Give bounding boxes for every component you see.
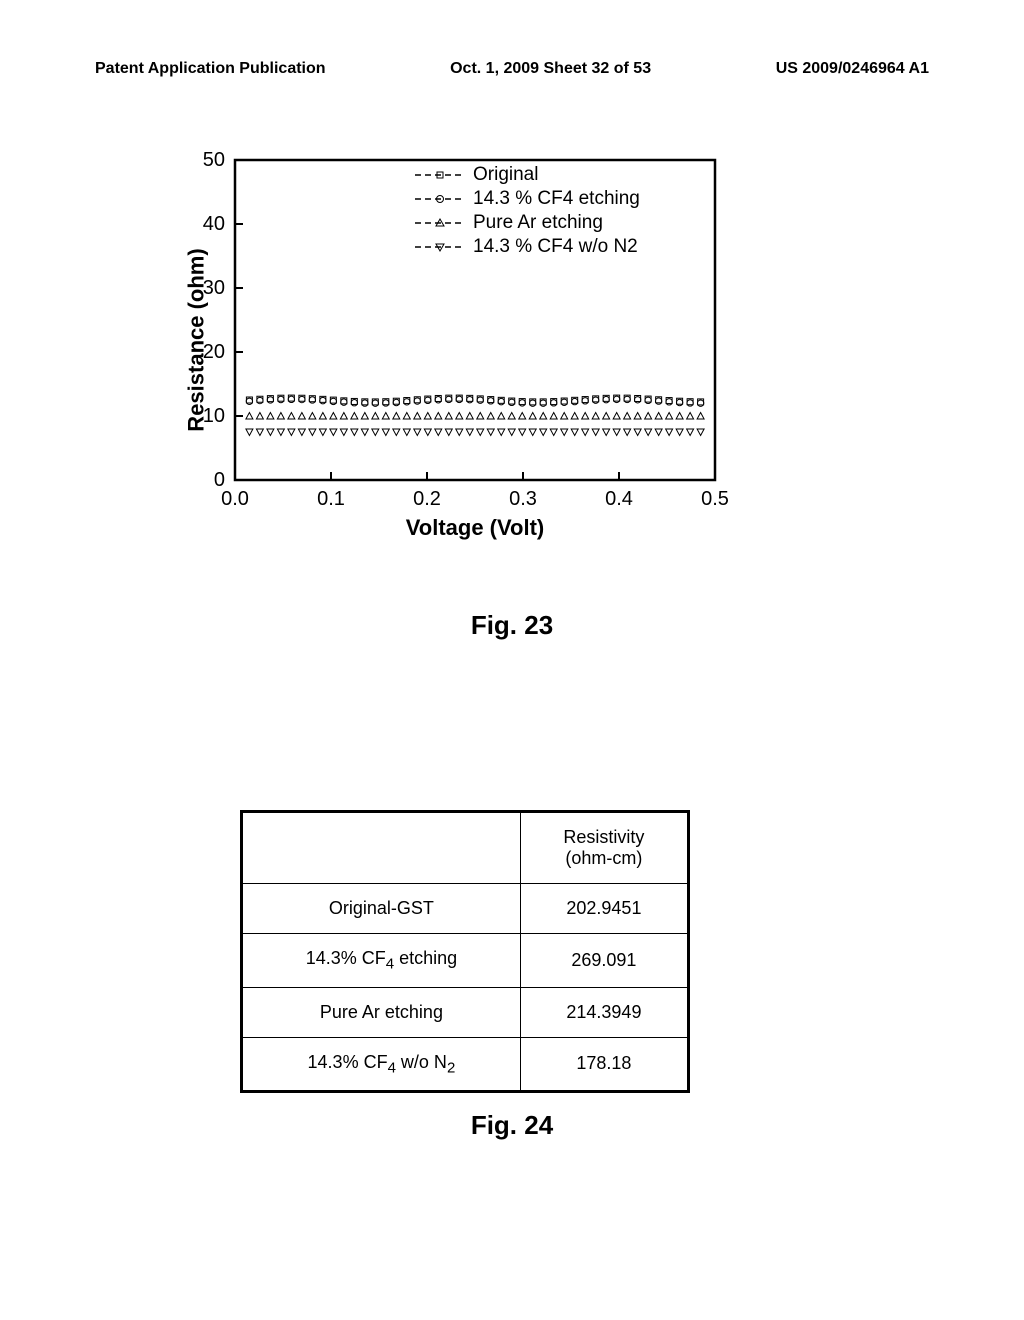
- xtick-1: 0.1: [317, 488, 345, 510]
- legend-row-2: Pure Ar etching: [415, 212, 603, 233]
- table-row: Original-GST 202.9451: [242, 884, 689, 934]
- legend-label-3: 14.3 % CF4 w/o N2: [473, 236, 638, 257]
- series-circle: [246, 396, 704, 406]
- ytick-40: 40: [203, 213, 225, 235]
- x-axis-label: Voltage (Volt): [406, 515, 545, 540]
- table-cell: 178.18: [520, 1037, 688, 1092]
- resistivity-table: Resistivity(ohm-cm) Original-GST 202.945…: [240, 810, 690, 1093]
- table-row: Pure Ar etching 214.3949: [242, 987, 689, 1037]
- legend-row-0: Original: [415, 164, 538, 185]
- table-cell: 269.091: [520, 934, 688, 988]
- header-center: Oct. 1, 2009 Sheet 32 of 53: [450, 60, 651, 78]
- fig24-caption: Fig. 24: [0, 1110, 1024, 1141]
- xtick-5: 0.5: [701, 488, 729, 510]
- series-triangle-down: [246, 429, 704, 436]
- table-cell: Original-GST: [242, 884, 521, 934]
- series-triangle-up: [246, 413, 704, 420]
- table-cell: 14.3% CF4 w/o N2: [242, 1037, 521, 1092]
- resistance-chart: Resistance (ohm) 0 10 20 30 40 50: [145, 140, 745, 540]
- legend-row-1: 14.3 % CF4 etching: [415, 188, 640, 209]
- legend-label-2: Pure Ar etching: [473, 212, 603, 233]
- legend-row-3: 14.3 % CF4 w/o N2: [415, 236, 638, 257]
- table-header-0: [242, 812, 521, 884]
- header-left: Patent Application Publication: [95, 60, 326, 78]
- legend-label-1: 14.3 % CF4 etching: [473, 188, 640, 209]
- header-right: US 2009/0246964 A1: [776, 60, 929, 78]
- ytick-50: 50: [203, 149, 225, 171]
- fig23-caption: Fig. 23: [0, 610, 1024, 641]
- table-header-row: Resistivity(ohm-cm): [242, 812, 689, 884]
- legend-label-0: Original: [473, 164, 538, 185]
- table-cell: 202.9451: [520, 884, 688, 934]
- table-row: 14.3% CF4 etching 269.091: [242, 934, 689, 988]
- data-series: [246, 395, 704, 435]
- y-axis-label: Resistance (ohm): [184, 248, 210, 431]
- xtick-0: 0.0: [221, 488, 249, 510]
- table-row: 14.3% CF4 w/o N2 178.18: [242, 1037, 689, 1092]
- table-cell: 214.3949: [520, 987, 688, 1037]
- table-cell: Pure Ar etching: [242, 987, 521, 1037]
- legend: Original 14.3 % CF4 etching Pure Ar etch…: [415, 164, 640, 257]
- series-square: [246, 395, 703, 405]
- xtick-2: 0.2: [413, 488, 441, 510]
- table-header-1: Resistivity(ohm-cm): [520, 812, 688, 884]
- chart-svg: 0 10 20 30 40 50 0.0 0.1 0.2 0.3 0.4 0.5…: [145, 140, 745, 540]
- xtick-4: 0.4: [605, 488, 633, 510]
- xtick-3: 0.3: [509, 488, 537, 510]
- table-cell: 14.3% CF4 etching: [242, 934, 521, 988]
- page-header: Patent Application Publication Oct. 1, 2…: [0, 60, 1024, 78]
